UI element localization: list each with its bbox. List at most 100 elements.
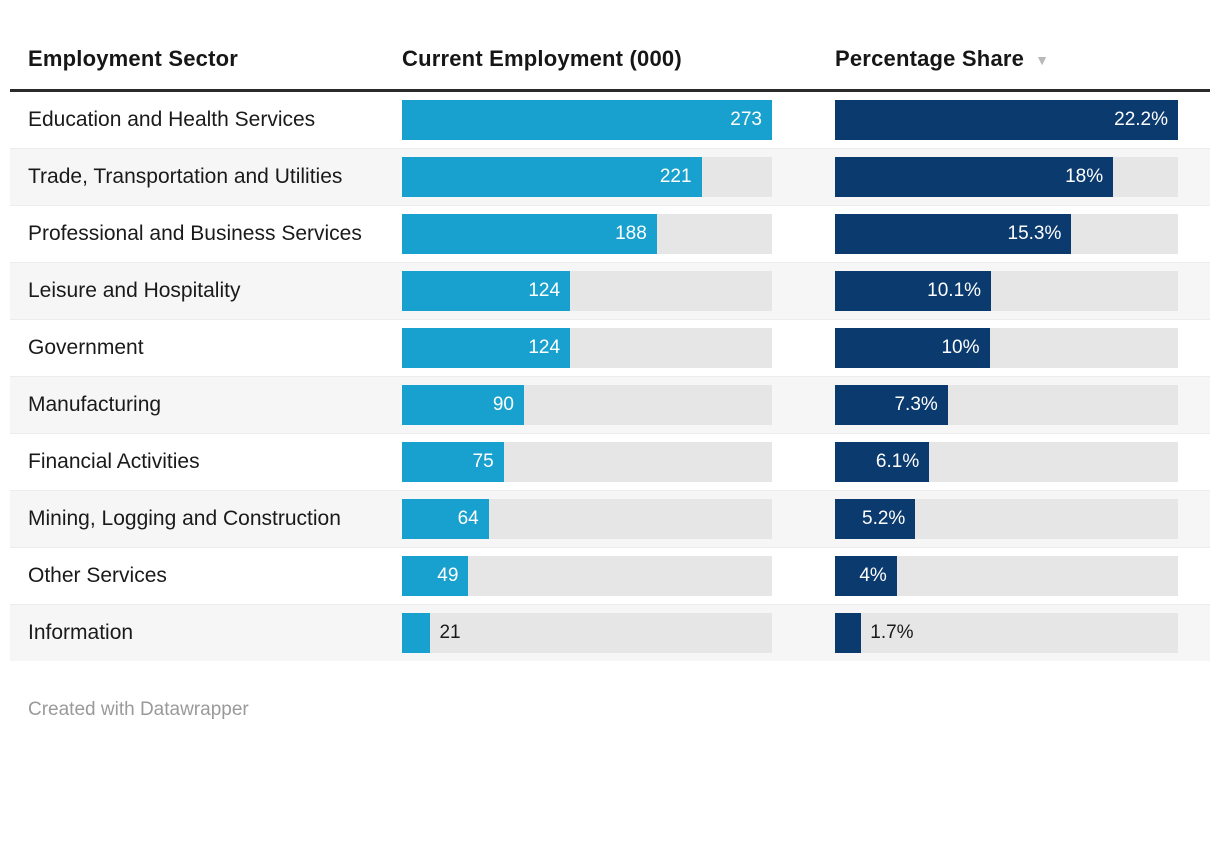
employment-cell: 124 124 (402, 328, 772, 369)
table-row: Information 21 21 1.7% 1.7% (10, 604, 1210, 662)
employment-value-label: 64 (457, 508, 479, 530)
share-cell: 7.3% 7.3% (835, 385, 1178, 426)
share-cell: 1.7% 1.7% (835, 613, 1178, 654)
table-row: Professional and Business Services 188 1… (10, 205, 1210, 262)
column-header-sector[interactable]: Employment Sector (28, 46, 239, 71)
employment-value-label: 221 (659, 166, 692, 188)
employment-bar: 124 (402, 271, 571, 312)
employment-bar-track: 90 90 (402, 385, 772, 426)
employment-cell: 188 188 (402, 214, 772, 255)
share-bar: 15.3% (835, 214, 1072, 255)
share-value-label: 10.1% (927, 280, 982, 302)
share-bar: 4% (835, 556, 897, 597)
employment-bar-track: 49 49 (402, 556, 772, 597)
table-row: Leisure and Hospitality 124 124 10.1% 10… (10, 262, 1210, 320)
table-row: Other Services 49 49 4% 4% (10, 547, 1210, 604)
employment-bar-track: 124 124 (402, 271, 772, 312)
sector-label: Government (28, 336, 144, 360)
share-value-label: 4% (859, 565, 887, 587)
sort-descending-icon: ▼ (1035, 52, 1050, 68)
share-bar-track: 18% 18% (835, 157, 1178, 198)
employment-value-label: 75 (472, 451, 494, 473)
share-value-label: 18% (1065, 166, 1104, 188)
share-bar-track: 5.2% 5.2% (835, 499, 1178, 540)
employment-bar-track: 124 124 (402, 328, 772, 369)
employment-value-label: 21 (439, 622, 461, 644)
share-bar: 5.2% (835, 499, 916, 540)
sector-label: Leisure and Hospitality (28, 279, 241, 303)
column-header-employment[interactable]: Current Employment (000) (402, 46, 682, 71)
sector-label: Financial Activities (28, 450, 200, 474)
share-bar: 10.1% (835, 271, 992, 312)
datawrapper-credit-link[interactable]: Created with Datawrapper (28, 699, 249, 721)
employment-cell: 21 21 (402, 613, 772, 654)
column-header-share-label: Percentage Share (835, 46, 1025, 71)
employment-value-label: 124 (528, 280, 561, 302)
share-cell: 4% 4% (835, 556, 1178, 597)
sector-label: Information (28, 621, 134, 645)
share-bar-track: 10.1% 10.1% (835, 271, 1178, 312)
sector-label: Manufacturing (28, 393, 162, 417)
share-bar: 10% (835, 328, 990, 369)
share-value-label: 22.2% (1114, 109, 1168, 130)
employment-value-label: 49 (437, 565, 459, 587)
sector-label: Other Services (28, 564, 167, 588)
share-bar-track: 22.2% 22.2% (835, 100, 1178, 140)
table-row: Mining, Logging and Construction 64 64 5… (10, 490, 1210, 548)
share-value-label: 7.3% (894, 394, 938, 416)
table-row: Trade, Transportation and Utilities 221 … (10, 148, 1210, 206)
share-cell: 6.1% 6.1% (835, 442, 1178, 483)
column-header-share[interactable]: Percentage Share ▼ (835, 46, 1178, 72)
share-value-label: 10% (941, 337, 980, 359)
employment-bar: 273 (402, 100, 772, 140)
employment-value-label: 188 (615, 223, 647, 245)
sector-label: Mining, Logging and Construction (28, 507, 341, 531)
table-body: Education and Health Services 273 273 22… (10, 92, 1210, 662)
share-bar: 1.7% (835, 613, 862, 654)
employment-bar: 124 (402, 328, 571, 369)
share-bar-track: 10% 10% (835, 328, 1178, 369)
employment-bar-track: 75 75 (402, 442, 772, 483)
share-value-label: 5.2% (862, 508, 906, 530)
employment-bar-track: 188 188 (402, 214, 772, 255)
employment-bar: 221 (402, 157, 702, 198)
employment-cell: 124 124 (402, 271, 772, 312)
share-bar-track: 6.1% 6.1% (835, 442, 1178, 483)
share-cell: 22.2% 22.2% (835, 100, 1178, 140)
employment-bar-track: 221 221 (402, 157, 772, 198)
employment-cell: 49 49 (402, 556, 772, 597)
share-bar-track: 4% 4% (835, 556, 1178, 597)
employment-cell: 64 64 (402, 499, 772, 540)
employment-bar: 64 (402, 499, 489, 540)
employment-bar: 21 (402, 613, 431, 654)
employment-value-label: 90 (492, 394, 514, 416)
share-cell: 10.1% 10.1% (835, 271, 1178, 312)
share-cell: 10% 10% (835, 328, 1178, 369)
share-bar: 6.1% (835, 442, 930, 483)
share-bar-track: 1.7% 1.7% (835, 613, 1178, 654)
footer: Created with Datawrapper (28, 699, 1210, 721)
employment-value-label: 273 (730, 109, 762, 130)
share-bar-track: 15.3% 15.3% (835, 214, 1178, 255)
share-value-label: 6.1% (875, 451, 920, 473)
sector-label: Trade, Transportation and Utilities (28, 165, 343, 189)
employment-cell: 90 90 (402, 385, 772, 426)
employment-cell: 273 273 (402, 100, 772, 140)
share-bar: 22.2% (835, 100, 1178, 140)
share-bar: 7.3% (835, 385, 948, 426)
table-row: Government 124 124 10% 10% (10, 319, 1210, 376)
share-bar: 18% (835, 157, 1114, 198)
employment-value-label: 124 (528, 337, 561, 359)
share-value-label: 15.3% (1007, 223, 1062, 245)
share-cell: 5.2% 5.2% (835, 499, 1178, 540)
employment-bar-track: 273 273 (402, 100, 772, 140)
table-row: Financial Activities 75 75 6.1% 6.1% (10, 433, 1210, 490)
share-cell: 18% 18% (835, 157, 1178, 198)
employment-bar-track: 21 21 (402, 613, 772, 654)
table-header-row: Employment Sector Current Employment (00… (10, 0, 1210, 92)
share-value-label: 1.7% (870, 622, 914, 644)
employment-bar: 188 (402, 214, 657, 255)
employment-cell: 221 221 (402, 157, 772, 198)
employment-bar-track: 64 64 (402, 499, 772, 540)
table-row: Manufacturing 90 90 7.3% 7.3% (10, 376, 1210, 434)
